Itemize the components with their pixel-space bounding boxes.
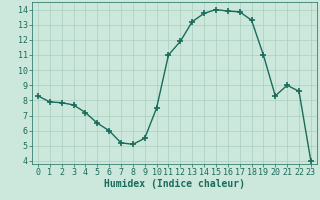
X-axis label: Humidex (Indice chaleur): Humidex (Indice chaleur) bbox=[104, 179, 245, 189]
